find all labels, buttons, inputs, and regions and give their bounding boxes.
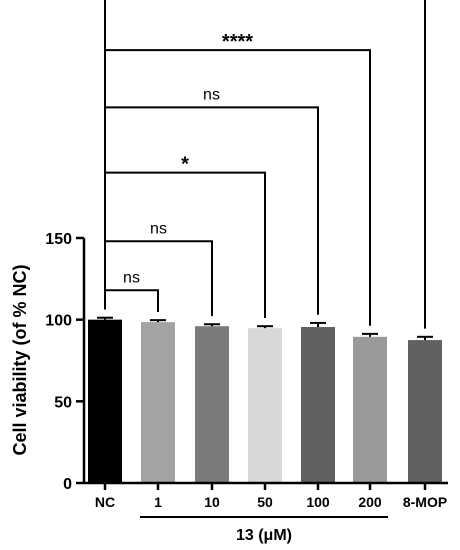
x-tick-label: 100 [306,494,330,510]
bar [248,328,282,483]
y-tick-label: 0 [63,476,72,493]
y-axis-label: Cell viability (of % NC) [10,264,30,455]
x-tick-label: 1 [154,494,162,510]
x-tick-label: 50 [257,494,273,510]
significance-label: ns [150,220,167,237]
bar [301,327,335,483]
bar [408,340,442,483]
bar [88,319,122,483]
significance-bracket [104,289,159,312]
x-tick-label: 10 [204,494,220,510]
axes: 0 50 100 150 [45,231,448,493]
x-tick-label: 8-MOP [403,494,447,510]
y-tick-label: 50 [54,394,72,411]
bar [353,336,387,483]
significance-label: ns [203,86,220,103]
y-tick-label: 150 [45,231,72,248]
bars [88,316,442,483]
y-tick-label: 100 [45,313,72,330]
significance-label: * [181,154,189,176]
significance-label: **** [222,31,253,53]
significance-bracket [104,0,426,329]
significance-bracket [104,49,371,326]
x-tick-label: 200 [358,494,382,510]
group-label: 13 (μM) [236,527,292,544]
bar [195,326,229,483]
x-tick-label: NC [95,494,115,510]
significance-label: ns [123,269,140,286]
x-tick-labels: NC 1 10 50 100 200 8-MOP [95,494,447,510]
bar [141,322,175,483]
significance-bracket [104,171,266,319]
